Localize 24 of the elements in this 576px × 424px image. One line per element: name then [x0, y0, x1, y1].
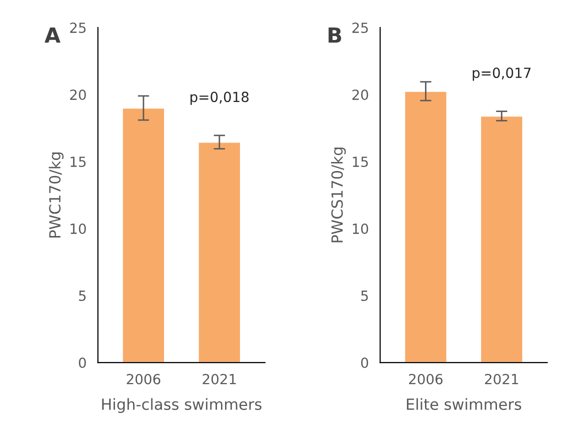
y-tick-label: 25	[70, 22, 86, 34]
x-axis-title: High-class swimmers	[102, 398, 262, 413]
x-axis-title: Elite swimmers	[406, 398, 522, 410]
chart-title: B	[328, 27, 342, 43]
y-tick-label: 5	[79, 290, 86, 301]
annotation: p=0,017	[472, 68, 531, 81]
x-tick-label: 2006	[126, 374, 160, 384]
y-tick-label: 0	[78, 357, 86, 368]
y-tick-label: 20	[352, 90, 368, 100]
chart-title: A	[44, 27, 60, 43]
x-tick-label: 2021	[484, 374, 518, 384]
y-axis-title: PWCS170/kg	[331, 148, 346, 242]
y-tick-label: 15	[70, 156, 86, 168]
y-tick-label: 0	[361, 357, 368, 368]
y-tick-label: 25	[352, 22, 368, 34]
annotation: p=0,018	[190, 92, 249, 105]
y-tick-label: 10	[70, 224, 86, 234]
y-tick-label: 10	[352, 224, 368, 234]
y-tick-label: 20	[70, 90, 86, 100]
y-tick-label: 5	[361, 290, 368, 301]
y-axis-title: PWC170/kg	[48, 152, 64, 238]
x-tick-label: 2021	[202, 374, 236, 384]
y-tick-label: 15	[352, 156, 368, 168]
x-tick-label: 2006	[409, 374, 443, 384]
